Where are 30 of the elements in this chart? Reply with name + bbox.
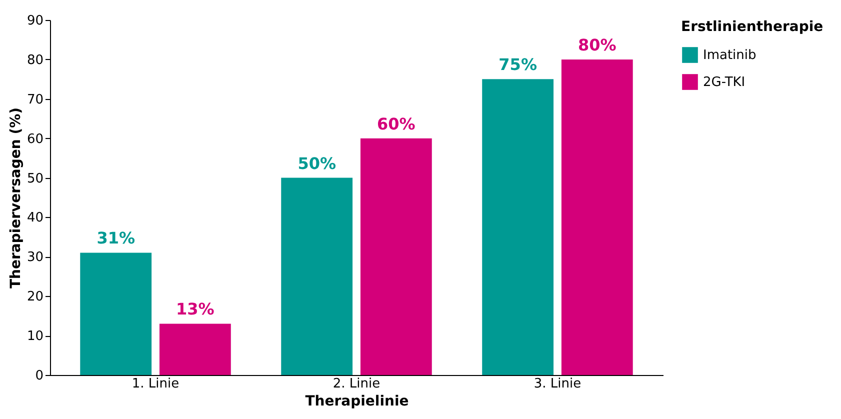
x-axis-title: Therapielinie [305, 394, 409, 410]
x-tick-label: 2. Linie [332, 376, 380, 392]
bar [80, 252, 152, 375]
data-label: 50% [298, 154, 336, 173]
x-tick-label: 3. Linie [534, 376, 582, 392]
bar [281, 178, 353, 375]
legend-label: Imatinib [703, 48, 756, 63]
x-tick-label: 1. Linie [132, 376, 180, 392]
bar [360, 138, 432, 375]
y-tick-label: 30 [26, 250, 44, 266]
bar [482, 79, 554, 375]
y-axis-title: Therapierversagen (%) [8, 107, 24, 289]
legend-label: 2G-TKI [703, 75, 746, 90]
y-tick-label: 20 [26, 290, 44, 305]
legend-title: Erstlinientherapie [681, 19, 824, 35]
y-tick-label: 0 [35, 368, 44, 384]
y-tick-label: 70 [26, 92, 44, 108]
y-tick-label: 80 [26, 52, 44, 68]
data-label: 80% [578, 35, 616, 54]
y-tick-label: 40 [26, 210, 44, 226]
data-label: 31% [96, 228, 135, 248]
bar [159, 324, 231, 375]
data-label: 13% [176, 300, 214, 319]
data-label: 60% [377, 114, 416, 134]
bar [561, 59, 633, 375]
y-tick-label: 90 [26, 14, 44, 28]
y-tick-label: 10 [26, 329, 44, 344]
data-label: 75% [498, 55, 537, 74]
y-tick-label: 60 [26, 132, 44, 147]
y-tick-label: 50 [26, 171, 44, 186]
